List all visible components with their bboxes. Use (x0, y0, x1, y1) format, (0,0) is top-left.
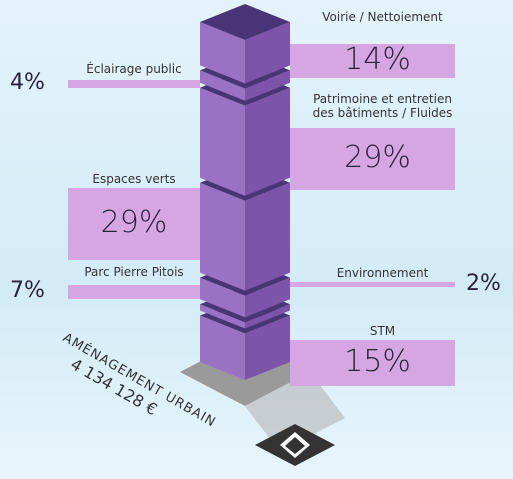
segment-name: STM (369, 324, 396, 338)
column-segment (200, 4, 290, 84)
left-face (200, 22, 245, 84)
segment-name: Environnement (336, 266, 429, 280)
label-strip (68, 80, 200, 88)
column-segment (200, 69, 290, 196)
shadow (245, 372, 345, 452)
value-label: 14% (344, 42, 411, 77)
right-face (245, 182, 290, 291)
value-label: 4% (10, 70, 45, 95)
left-face (200, 87, 245, 196)
right-face (245, 22, 290, 84)
left-face (200, 304, 245, 329)
left-face (200, 182, 245, 291)
left-face (200, 70, 245, 101)
value-label: 29% (100, 205, 168, 240)
left-face (200, 315, 245, 380)
segment-name: Voirie / Nettoiement (322, 10, 443, 24)
top-face (200, 4, 290, 40)
value-label: 29% (344, 140, 411, 175)
right-face (245, 277, 290, 318)
label-strip (290, 282, 455, 287)
value-label: 2% (466, 270, 501, 296)
right-face (245, 315, 290, 380)
left-face (200, 277, 245, 318)
building-windows (285, 437, 305, 454)
label-strip (290, 340, 455, 386)
label-strip (68, 188, 200, 260)
segment-name: Patrimoine et entretien des bâtiments / … (312, 92, 453, 120)
value-label: 7% (10, 278, 45, 303)
segment-name: Espaces verts (92, 172, 176, 186)
label-strip (290, 44, 455, 78)
value-label: 15% (344, 344, 411, 379)
label-strip (68, 285, 200, 299)
right-face (245, 87, 290, 196)
label-strip (290, 128, 455, 190)
segment-name: Éclairage public (86, 62, 182, 76)
segment-name: Parc Pierre Pitois (84, 265, 184, 279)
right-face (245, 70, 290, 101)
right-face (245, 304, 290, 329)
